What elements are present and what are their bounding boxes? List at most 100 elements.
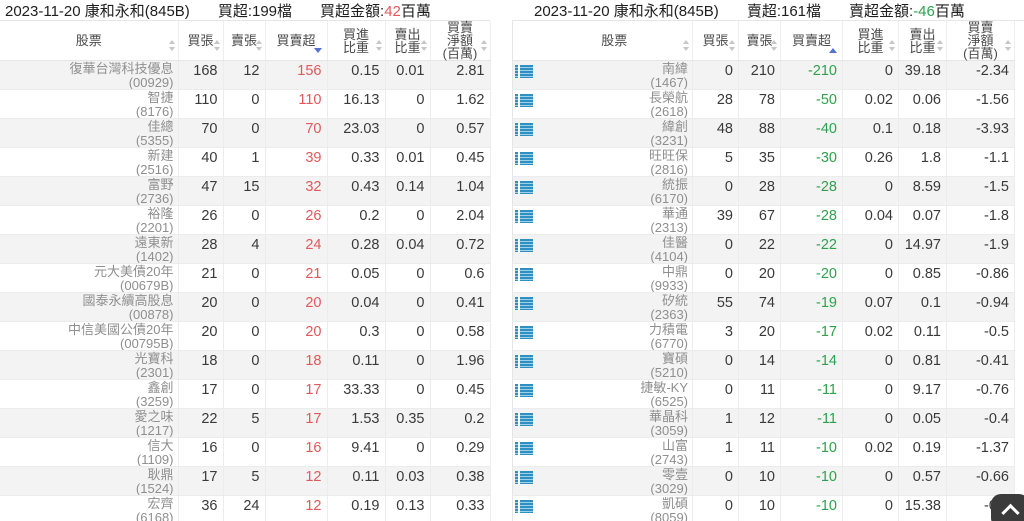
row-detail-cell (512, 89, 537, 119)
date-branch-label: 2023-11-20 康和永和(845B) (5, 2, 190, 20)
column-header-net-amount[interactable]: 買賣 淨額 (百萬) (430, 21, 491, 61)
sort-toggle-icon[interactable] (1005, 40, 1012, 51)
net-volume-cell: 24 (265, 234, 328, 264)
stock-name: 旺旺保 (648, 148, 688, 163)
buy-volume-cell: 21 (178, 263, 224, 293)
column-header-buy[interactable]: 買張 (692, 21, 739, 61)
buy-ratio-cell: 0.2 (327, 205, 386, 235)
sell-volume-cell: 10 (738, 466, 781, 496)
buy-ranking-table: 股票 買張 賣張 買賣超 買進 比重 賣出 比重 買賣 淨額 (百萬) 復華台灣… (0, 21, 491, 521)
net-volume-cell: 156 (265, 60, 328, 90)
stock-code: (8059) (650, 509, 688, 521)
list-icon[interactable] (515, 94, 533, 107)
list-icon[interactable] (515, 181, 533, 194)
list-icon[interactable] (515, 268, 533, 281)
stock-name: 新建 (147, 148, 174, 163)
sort-toggle-icon[interactable] (771, 40, 778, 51)
stock-code: (2618) (650, 103, 688, 119)
column-header-net-amount[interactable]: 買賣 淨額 (百萬) (946, 21, 1015, 61)
sell-volume-cell: 12 (738, 408, 781, 438)
list-icon[interactable] (515, 355, 533, 368)
column-header-stock[interactable]: 股票 (536, 21, 693, 61)
list-icon[interactable] (515, 123, 533, 136)
sort-toggle-icon[interactable] (255, 40, 263, 51)
column-header-sell-ratio[interactable]: 賣出 比重 (898, 21, 947, 61)
sort-toggle-icon[interactable] (375, 40, 383, 51)
stock-name: 宏齊 (147, 496, 174, 511)
buy-volume-cell: 28 (692, 89, 739, 119)
stock-code: (6525) (650, 393, 688, 409)
list-icon[interactable] (515, 413, 533, 426)
column-header-buy-ratio[interactable]: 買進 比重 (842, 21, 899, 61)
buy-volume-cell: 0 (692, 495, 739, 521)
sort-asc-icon[interactable] (829, 48, 837, 53)
column-header-net[interactable]: 買賣超 (780, 21, 843, 61)
row-detail-cell (512, 234, 537, 264)
table-row: 長榮航 (2618) 28 78 -50 0.02 0.06 -1.56 (512, 89, 1015, 119)
stock-name-cell: 佳醫 (4104) (536, 234, 693, 264)
list-icon[interactable] (515, 442, 533, 455)
buy-volume-cell: 16 (178, 437, 224, 467)
list-icon[interactable] (515, 297, 533, 310)
sort-toggle-icon[interactable] (213, 40, 221, 51)
stock-name: 耿鼎 (147, 467, 174, 482)
buy-volume-cell: 1 (692, 408, 739, 438)
net-amount-cell: 1.62 (430, 89, 491, 119)
table-header-row: 股票 買張 賣張 買賣超 買進 比重 賣出 比重 買賣 淨額 (百萬) (512, 21, 1015, 61)
column-header-net[interactable]: 買賣超 (265, 21, 328, 61)
net-volume-cell: 110 (265, 89, 328, 119)
stock-name: 中信美國公債20年 (68, 322, 174, 337)
row-detail-cell (512, 176, 537, 206)
buy-ratio-cell: 0 (842, 495, 899, 521)
stock-name-cell: 零壹 (3029) (536, 466, 693, 496)
list-icon[interactable] (515, 326, 533, 339)
column-header-sell[interactable]: 賣張 (223, 21, 266, 61)
sort-toggle-icon[interactable] (729, 40, 736, 51)
list-icon[interactable] (515, 384, 533, 397)
sell-panel-title: 2023-11-20 康和永和(845B) 賣超:161檔 賣超金額:-46百萬 (512, 0, 1024, 21)
list-icon[interactable] (515, 152, 533, 165)
column-header-buy-ratio[interactable]: 買進 比重 (327, 21, 386, 61)
sort-toggle-icon[interactable] (889, 40, 896, 51)
stock-name-cell: 華通 (2313) (536, 205, 693, 235)
buy-volume-cell: 28 (178, 234, 224, 264)
scroll-to-top-button[interactable] (991, 494, 1024, 521)
sell-volume-cell: 11 (738, 437, 781, 467)
stock-name-cell: 光寶科 (2301) (0, 350, 179, 380)
buy-ratio-cell: 0 (842, 408, 899, 438)
column-header-buy[interactable]: 買張 (178, 21, 224, 61)
stock-name: 緯創 (661, 119, 688, 134)
list-icon[interactable] (515, 500, 533, 513)
sort-toggle-icon[interactable] (168, 40, 176, 51)
net-volume-cell: -50 (780, 89, 843, 119)
sort-desc-icon[interactable] (313, 48, 322, 53)
stock-name-cell: 力積電 (6770) (536, 321, 693, 351)
sort-toggle-icon[interactable] (937, 40, 944, 51)
stock-name-cell: 寶碩 (5210) (536, 350, 693, 380)
buy-volume-cell: 17 (178, 379, 224, 409)
column-header-sell[interactable]: 賣張 (738, 21, 781, 61)
stock-name-cell: 新建 (2516) (0, 147, 179, 177)
column-header-sell-ratio[interactable]: 賣出 比重 (385, 21, 431, 61)
net-volume-cell: -14 (780, 350, 843, 380)
stock-name: 力積電 (648, 322, 688, 337)
table-row: 緯創 (3231) 48 88 -40 0.1 0.18 -3.93 (512, 118, 1015, 148)
stock-code: (2201) (135, 219, 174, 235)
sort-toggle-icon[interactable] (420, 40, 428, 51)
buy-ratio-cell: 0.43 (327, 176, 386, 206)
sort-toggle-icon[interactable] (683, 40, 690, 51)
sell-ratio-cell: 0 (385, 292, 431, 322)
stock-name: 零壹 (661, 467, 688, 482)
sell-volume-cell: 0 (223, 205, 266, 235)
buy-panel-title: 2023-11-20 康和永和(845B) 買超:199檔 買超金額:42百萬 (0, 0, 490, 21)
stock-name: 信大 (147, 438, 174, 453)
column-header-stock[interactable]: 股票 (0, 21, 179, 61)
list-icon[interactable] (515, 65, 533, 78)
stock-name: 華晶科 (648, 409, 688, 424)
list-icon[interactable] (515, 239, 533, 252)
list-icon[interactable] (515, 471, 533, 484)
sell-ratio-cell: 0.11 (898, 321, 947, 351)
list-icon[interactable] (515, 210, 533, 223)
sort-toggle-icon[interactable] (480, 40, 488, 51)
sell-ratio-cell: 15.38 (898, 495, 947, 521)
